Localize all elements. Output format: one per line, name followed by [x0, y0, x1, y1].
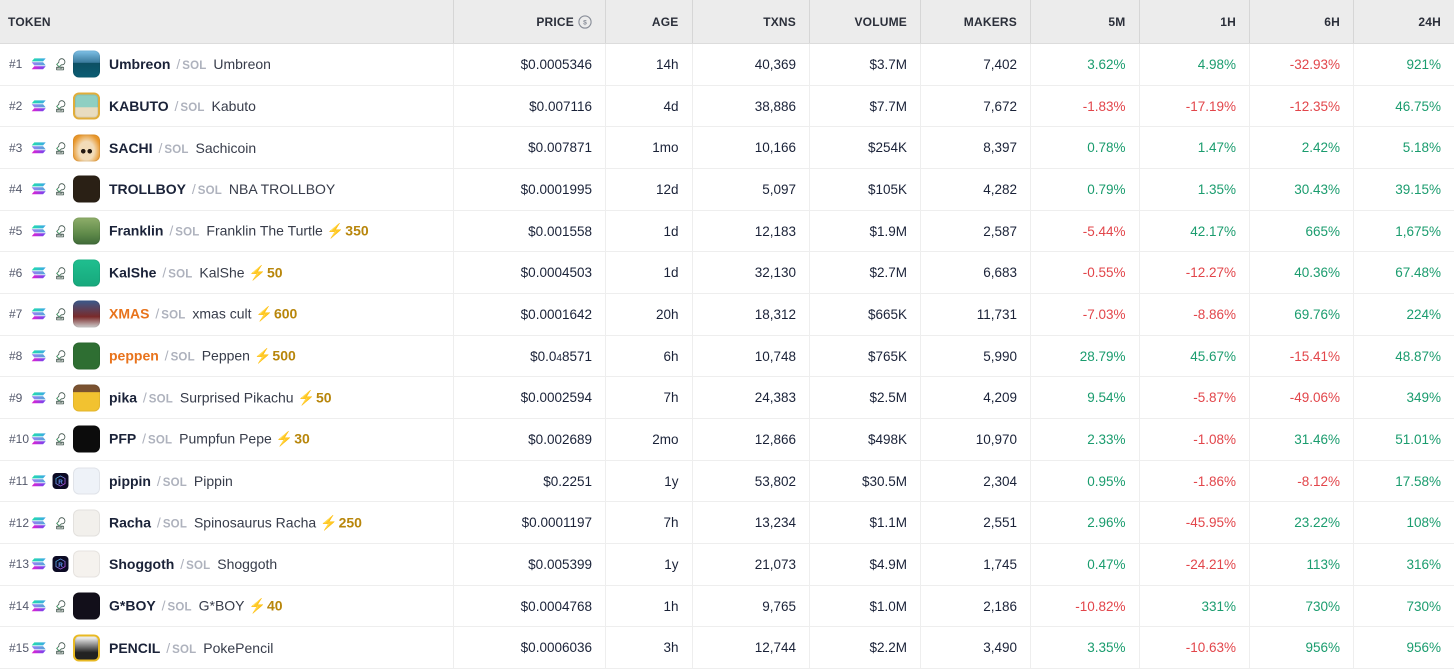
svg-text:PUMP: PUMP [57, 402, 64, 404]
svg-text:PUMP: PUMP [57, 444, 64, 446]
svg-text:R: R [58, 562, 63, 569]
svg-text:PUMP: PUMP [57, 319, 64, 321]
svg-text:PUMP: PUMP [57, 152, 64, 154]
svg-text:$: $ [583, 19, 587, 26]
svg-text:PUMP: PUMP [57, 652, 64, 654]
svg-text:PUMP: PUMP [57, 360, 64, 362]
svg-text:PUMP: PUMP [57, 69, 64, 71]
svg-text:PUMP: PUMP [57, 110, 64, 112]
svg-text:PUMP: PUMP [57, 610, 64, 612]
svg-text:PUMP: PUMP [57, 277, 64, 279]
svg-text:PUMP: PUMP [57, 194, 64, 196]
svg-text:R: R [58, 479, 63, 486]
svg-text:PUMP: PUMP [57, 527, 64, 529]
svg-text:PUMP: PUMP [57, 235, 64, 237]
